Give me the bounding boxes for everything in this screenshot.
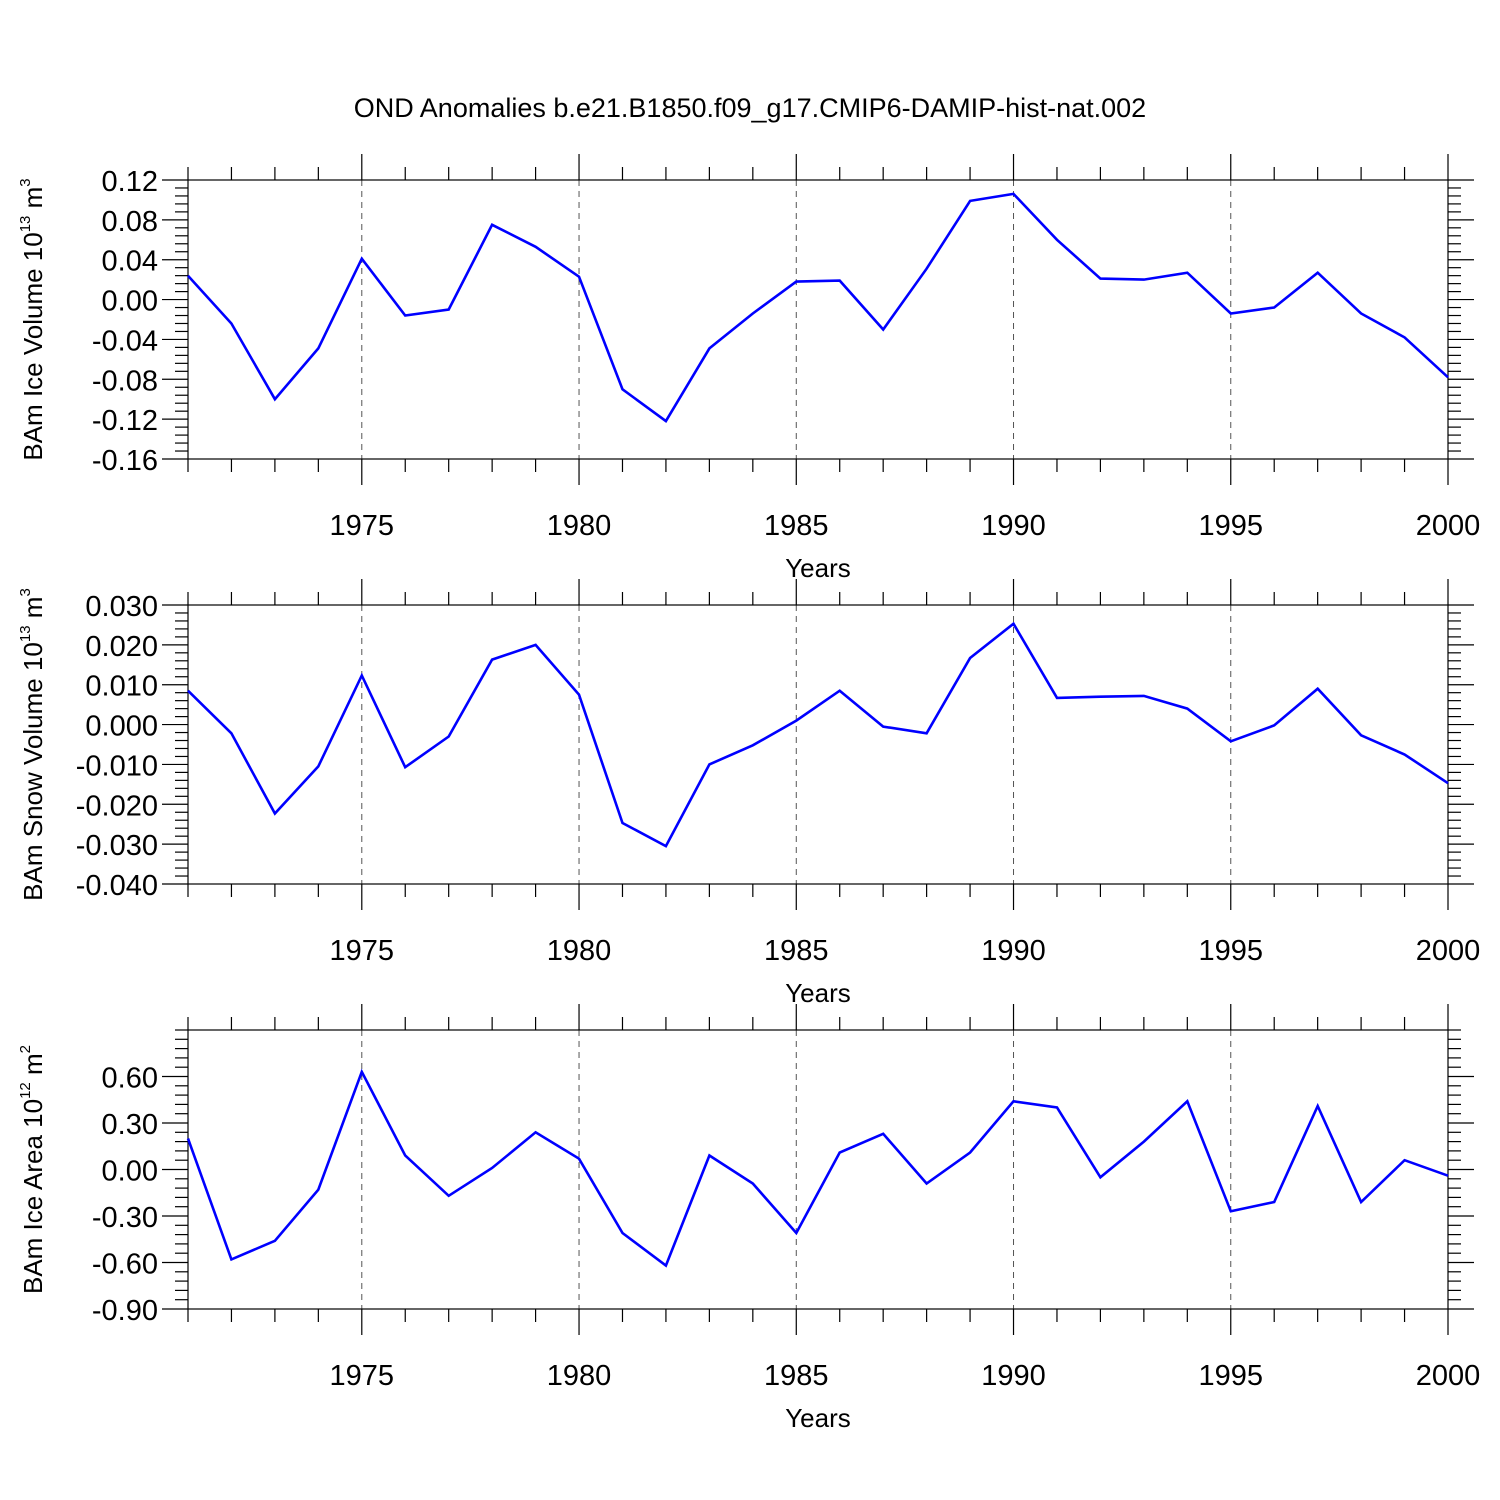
x-tick-label: 2000 [1416,1360,1481,1392]
y-tick-label: -0.60 [92,1249,158,1281]
x-tick-label: 1990 [981,510,1046,542]
x-tick-label: 1980 [547,510,612,542]
y-tick-label: -0.010 [76,750,158,782]
y-tick-label: 0.010 [85,671,158,703]
x-tick-label: 1990 [981,935,1046,967]
y-tick-label: 0.12 [102,166,158,198]
y-tick-label: -0.30 [92,1202,158,1234]
x-axis-label: Years [785,553,851,583]
y-tick-label: -0.16 [92,445,158,477]
y-tick-label: 0.04 [102,246,158,278]
series-line [187,621,1449,848]
panel-3: 1975 1980 1985 1990 1995 2000 Years -0.90 -0.60 -… [17,1004,1480,1433]
x-tick-label: 1995 [1199,510,1264,542]
x-tick-label: 1995 [1199,935,1264,967]
series-line [187,192,1449,423]
x-tick-label: 1995 [1199,1360,1264,1392]
y-tick-label: 0.60 [102,1063,158,1095]
series-line [186,1068,1449,1268]
y-tick-label: 0.30 [102,1109,158,1141]
x-tick-label: 1990 [981,1360,1046,1392]
figure-title: OND Anomalies b.e21.B1850.f09_g17.CMIP6-… [354,93,1146,123]
panel-2: 1975 1980 1985 1990 1995 2000 Years -0.040 -0.03… [17,579,1480,1008]
panels: 1975 1980 1985 1990 1995 2000 Years -0.16 -0.12 -… [17,154,1480,1433]
y-tick-label: -0.90 [92,1295,158,1327]
y-tick-label: 0.08 [102,206,158,238]
y-tick-label: -0.040 [76,870,158,902]
y-tick-label: -0.020 [76,790,158,822]
x-tick-label: 1980 [547,935,612,967]
y-tick-label: 0.020 [85,631,158,663]
x-axis-label: Years [785,978,851,1008]
x-tick-label: 1975 [330,935,395,967]
x-tick-label: 2000 [1416,510,1481,542]
plot-frame [187,179,1449,460]
panel-1: 1975 1980 1985 1990 1995 2000 Years -0.16 -0.12 -… [17,154,1480,583]
y-tick-label: -0.030 [76,830,158,862]
plot-frame [187,604,1449,885]
y-tick-label: 0.00 [102,286,158,318]
y-tick-label: 0.00 [102,1156,158,1188]
x-axis-label: Years [785,1403,851,1433]
x-tick-label: 1985 [764,510,829,542]
x-tick-label: 1985 [764,1360,829,1392]
y-tick-label: -0.08 [92,365,158,397]
y-axis-label: BAm Snow Volume 1013 m3 [17,588,48,901]
y-axis-label: BAm Ice Volume 1013 m3 [17,178,48,460]
x-tick-label: 1985 [764,935,829,967]
y-tick-label: -0.12 [92,405,158,437]
x-tick-label: 1975 [330,510,395,542]
y-tick-label: -0.04 [92,325,158,357]
y-tick-label: 0.000 [85,711,158,743]
x-tick-label: 1980 [547,1360,612,1392]
y-axis-label: BAm Ice Area 1012 m2 [17,1045,48,1294]
x-tick-label: 2000 [1416,935,1481,967]
x-tick-label: 1975 [330,1360,395,1392]
plot-frame [187,1029,1449,1310]
y-tick-label: 0.030 [85,591,158,623]
